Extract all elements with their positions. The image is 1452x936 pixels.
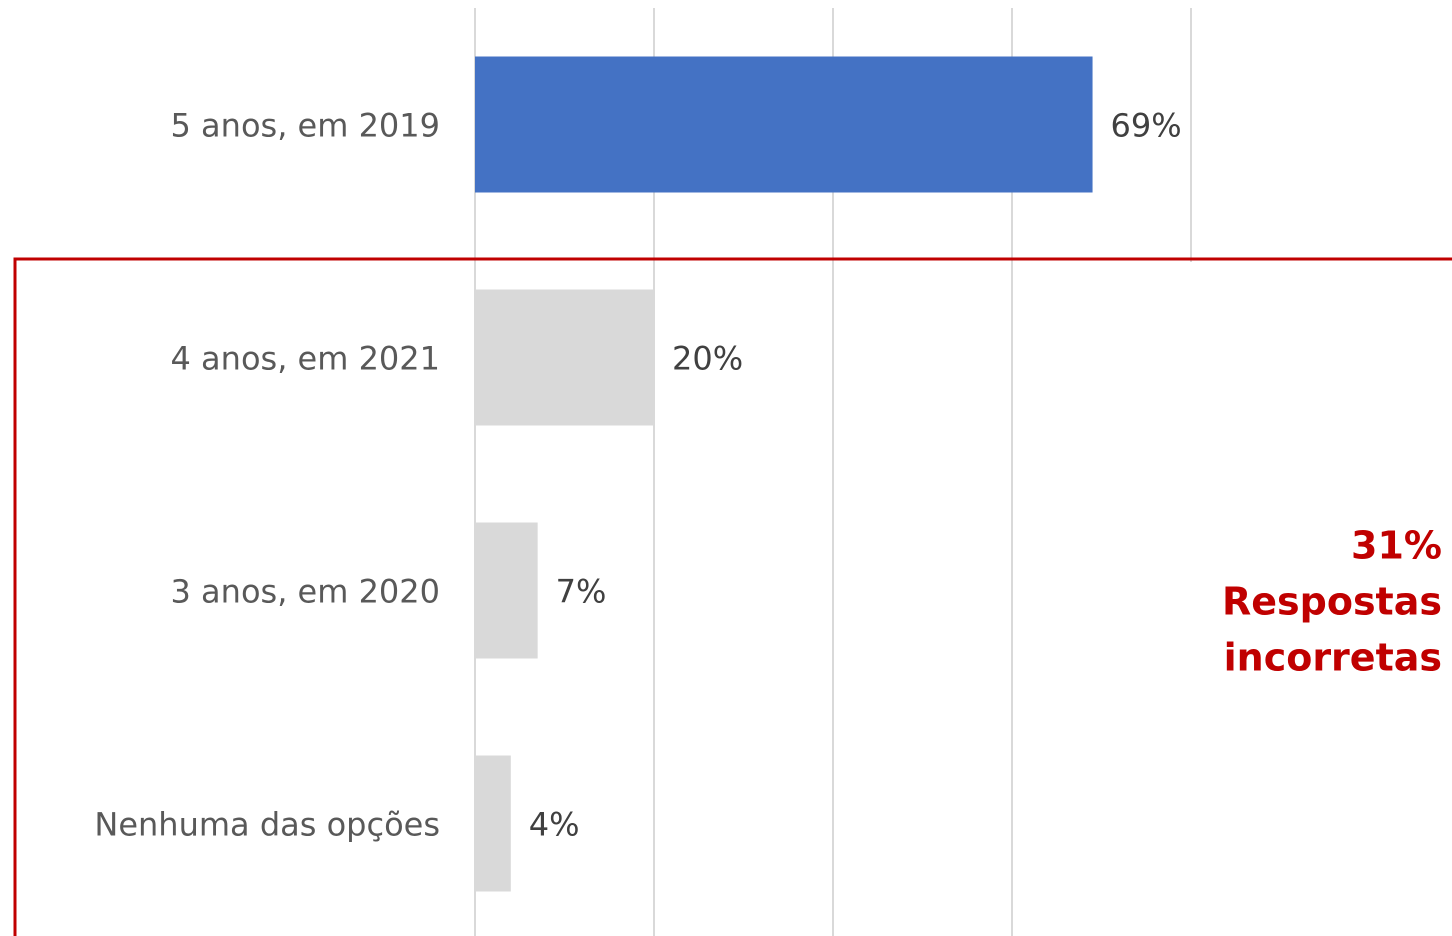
bar <box>475 522 538 659</box>
value-label: 69% <box>1111 107 1182 145</box>
value-label: 7% <box>556 573 607 611</box>
annotation: Respostas <box>1222 580 1442 624</box>
value-label: 20% <box>672 340 743 378</box>
bar <box>475 56 1093 193</box>
category-label: 5 anos, em 2019 <box>171 107 440 145</box>
value-label: 4% <box>529 806 580 844</box>
category-label: 4 anos, em 2021 <box>171 340 440 378</box>
bracket <box>13 257 1452 936</box>
category-label: Nenhuma das opções <box>94 806 440 844</box>
bar <box>475 289 654 426</box>
plot: 5 anos, em 2019 69% 4 anos, em 2021 20% 3 an… <box>94 56 1182 892</box>
category-label: 3 anos, em 2020 <box>171 573 440 611</box>
annotation: incorretas <box>1224 636 1442 680</box>
annotation: 31% <box>1351 524 1442 568</box>
annotation-backdrop <box>1100 262 1452 936</box>
bar <box>475 755 511 892</box>
